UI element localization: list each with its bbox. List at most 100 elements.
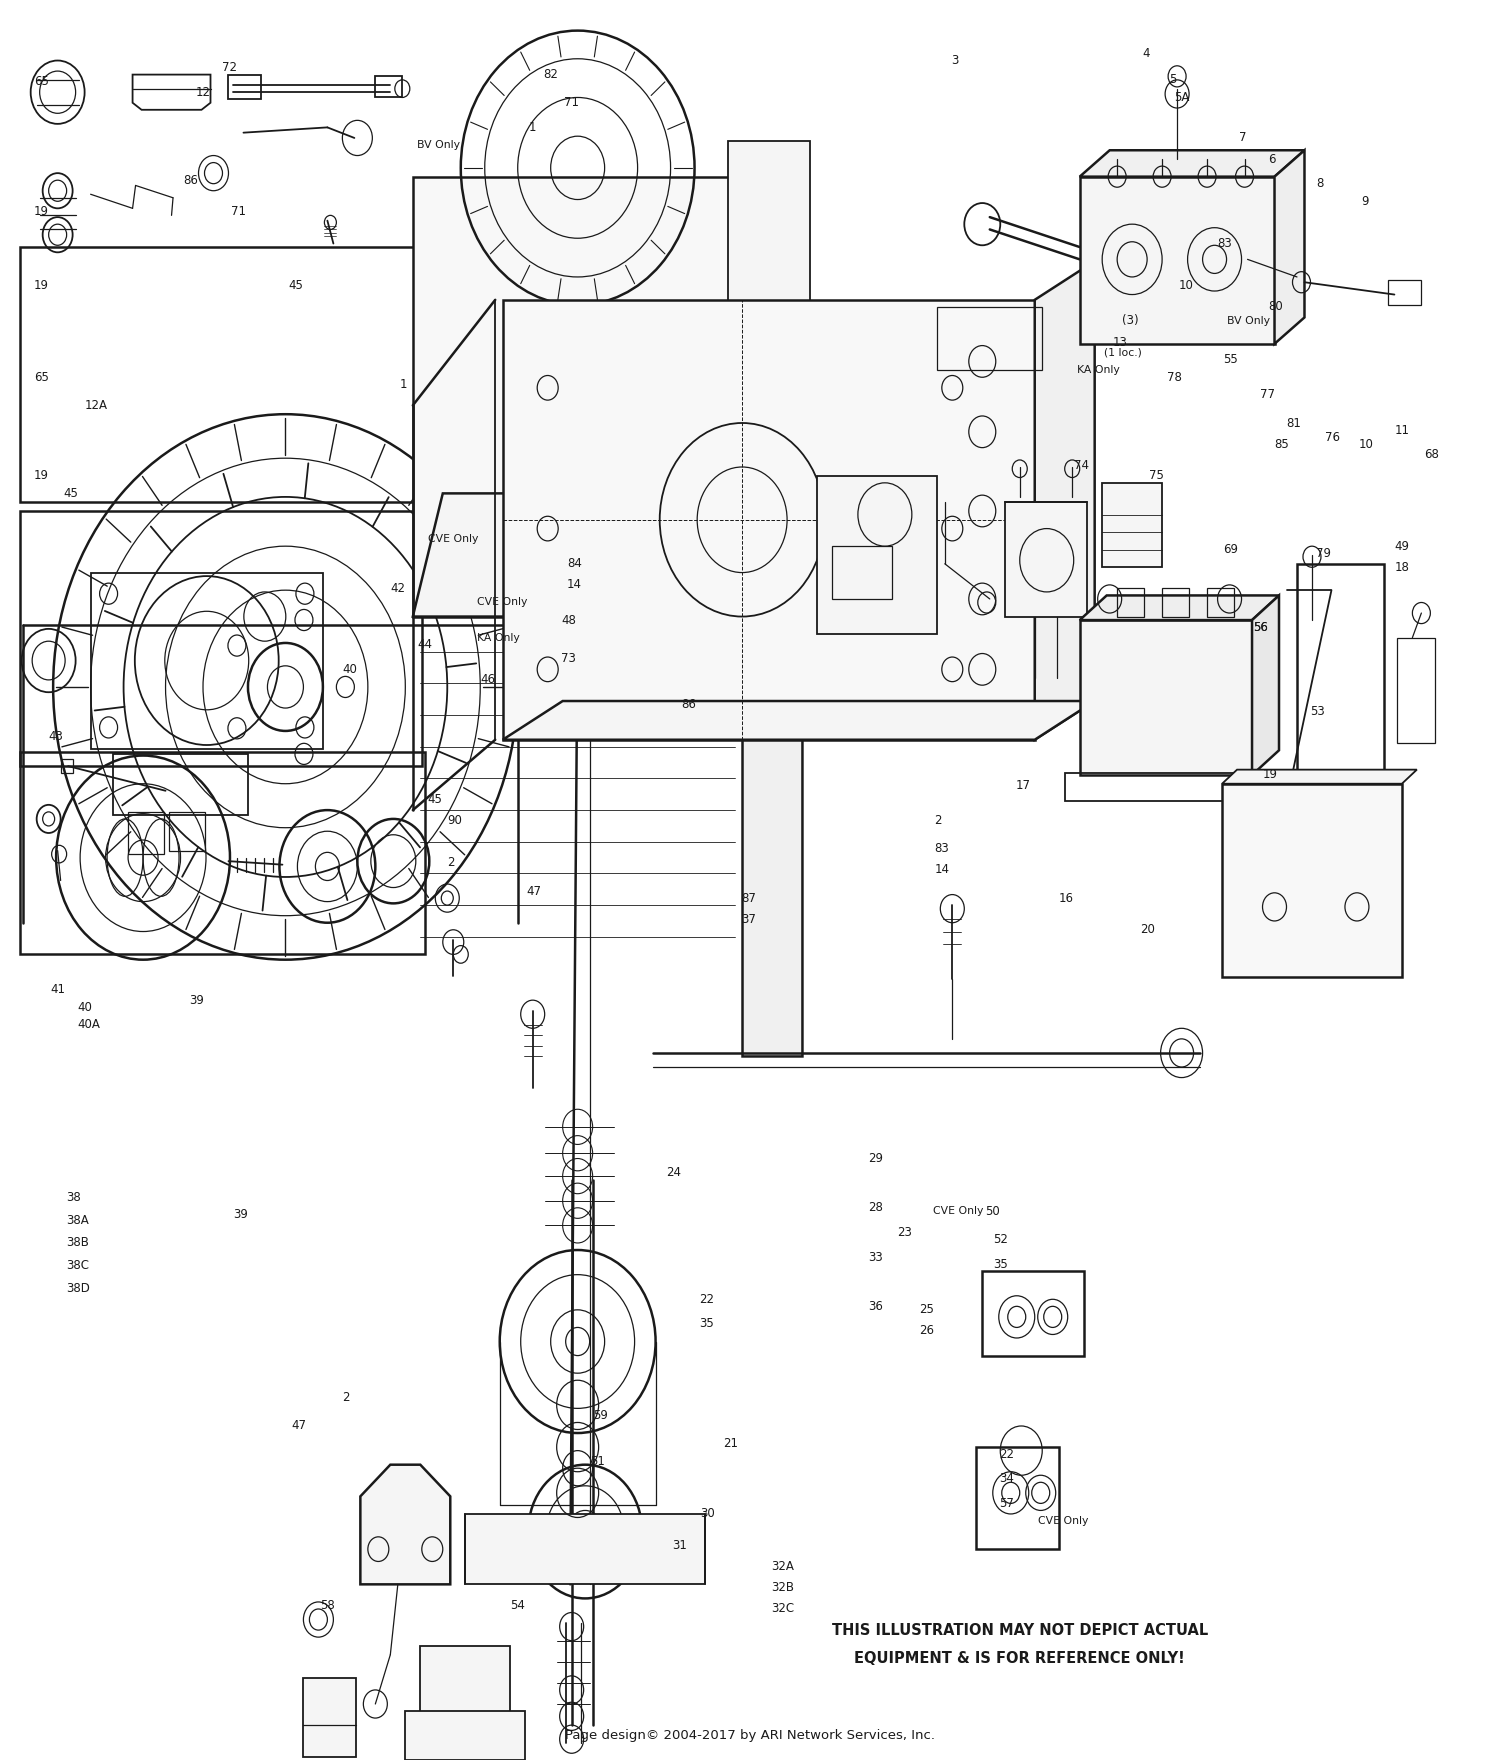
Bar bbox=[1162, 588, 1190, 616]
Text: 13: 13 bbox=[1113, 336, 1128, 349]
Bar bbox=[938, 306, 1042, 370]
Bar bbox=[375, 76, 402, 97]
Text: 38A: 38A bbox=[66, 1213, 90, 1227]
Text: 71: 71 bbox=[231, 206, 246, 218]
Text: 52: 52 bbox=[993, 1233, 1008, 1247]
Text: 45: 45 bbox=[63, 486, 78, 500]
Text: 19: 19 bbox=[33, 280, 48, 292]
Text: 79: 79 bbox=[1317, 546, 1332, 560]
Text: 55: 55 bbox=[1224, 354, 1239, 366]
Bar bbox=[976, 1448, 1059, 1550]
Text: 30: 30 bbox=[700, 1507, 715, 1520]
Text: 39: 39 bbox=[232, 1208, 248, 1222]
Text: 2: 2 bbox=[342, 1391, 350, 1404]
Bar bbox=[833, 546, 892, 599]
Bar bbox=[1298, 564, 1384, 810]
Polygon shape bbox=[360, 1465, 450, 1585]
Text: (3): (3) bbox=[1122, 315, 1138, 328]
Text: BV Only: BV Only bbox=[1227, 315, 1269, 326]
Text: 25: 25 bbox=[920, 1303, 934, 1315]
Text: CVE Only: CVE Only bbox=[477, 597, 528, 608]
Text: 49: 49 bbox=[1395, 539, 1410, 553]
Polygon shape bbox=[503, 701, 1095, 740]
Bar bbox=[1005, 502, 1088, 616]
Text: 19: 19 bbox=[1263, 768, 1278, 782]
Text: 24: 24 bbox=[666, 1166, 681, 1180]
Text: 12A: 12A bbox=[84, 400, 108, 412]
Text: 38C: 38C bbox=[66, 1259, 90, 1273]
Text: 40: 40 bbox=[342, 662, 357, 676]
Text: 14: 14 bbox=[567, 578, 582, 592]
Text: 83: 83 bbox=[934, 842, 950, 856]
Text: 16: 16 bbox=[1059, 891, 1074, 905]
Bar bbox=[465, 1514, 705, 1585]
Text: 4: 4 bbox=[1143, 48, 1150, 60]
Text: 22: 22 bbox=[699, 1293, 714, 1307]
Text: 19: 19 bbox=[33, 206, 48, 218]
Text: 56: 56 bbox=[1254, 620, 1269, 634]
Text: 1: 1 bbox=[528, 122, 536, 134]
Text: CVE Only: CVE Only bbox=[933, 1206, 982, 1217]
Text: 50: 50 bbox=[986, 1205, 1000, 1219]
Text: 65: 65 bbox=[33, 372, 48, 384]
Bar bbox=[168, 812, 204, 851]
Polygon shape bbox=[413, 493, 742, 616]
Text: 85: 85 bbox=[1275, 438, 1290, 451]
Text: THIS ILLUSTRATION MAY NOT DEPICT ACTUAL: THIS ILLUSTRATION MAY NOT DEPICT ACTUAL bbox=[831, 1622, 1208, 1638]
Text: 34: 34 bbox=[999, 1472, 1014, 1485]
Text: 32C: 32C bbox=[771, 1603, 794, 1615]
Text: 38: 38 bbox=[66, 1190, 81, 1205]
Text: 18: 18 bbox=[1395, 560, 1410, 574]
Text: CVE Only: CVE Only bbox=[1038, 1516, 1088, 1527]
Bar bbox=[1222, 784, 1403, 977]
Text: 65: 65 bbox=[33, 76, 48, 88]
Text: 47: 47 bbox=[291, 1419, 306, 1432]
Bar bbox=[728, 141, 810, 423]
Text: 57: 57 bbox=[999, 1497, 1014, 1509]
Text: 68: 68 bbox=[1425, 447, 1438, 461]
Bar bbox=[1118, 588, 1144, 616]
Bar bbox=[228, 74, 261, 99]
Text: 45: 45 bbox=[427, 792, 442, 807]
Text: 32B: 32B bbox=[771, 1581, 794, 1594]
Text: 69: 69 bbox=[1224, 542, 1239, 556]
Text: 20: 20 bbox=[1140, 923, 1155, 937]
Text: 6: 6 bbox=[1269, 153, 1276, 166]
Text: BV Only: BV Only bbox=[417, 139, 460, 150]
Polygon shape bbox=[1252, 595, 1280, 775]
Text: 80: 80 bbox=[1269, 301, 1284, 313]
Text: 22: 22 bbox=[999, 1448, 1014, 1460]
Bar bbox=[1389, 280, 1422, 305]
Bar bbox=[982, 1271, 1084, 1356]
Text: 2: 2 bbox=[447, 856, 454, 870]
Text: 9: 9 bbox=[1362, 195, 1370, 208]
Text: 81: 81 bbox=[1287, 417, 1302, 430]
Text: 42: 42 bbox=[390, 581, 405, 595]
Polygon shape bbox=[1080, 595, 1280, 620]
Bar bbox=[60, 759, 72, 773]
Polygon shape bbox=[1035, 261, 1095, 740]
Polygon shape bbox=[742, 616, 802, 1057]
Text: CVE Only: CVE Only bbox=[427, 534, 478, 544]
Text: 72: 72 bbox=[222, 62, 237, 74]
Polygon shape bbox=[1222, 770, 1418, 784]
Text: 45: 45 bbox=[288, 280, 303, 292]
Text: 10: 10 bbox=[1359, 438, 1374, 451]
Text: 21: 21 bbox=[723, 1437, 738, 1449]
Text: 26: 26 bbox=[920, 1324, 934, 1337]
Polygon shape bbox=[1080, 150, 1305, 176]
Text: 32A: 32A bbox=[771, 1560, 794, 1573]
Text: 75: 75 bbox=[1149, 468, 1164, 483]
Text: 7: 7 bbox=[1239, 132, 1246, 144]
Bar bbox=[503, 299, 1035, 740]
Text: 39: 39 bbox=[189, 993, 204, 1007]
Bar bbox=[1102, 483, 1162, 567]
Text: 78: 78 bbox=[1167, 372, 1182, 384]
Text: EQUIPMENT & IS FOR REFERENCE ONLY!: EQUIPMENT & IS FOR REFERENCE ONLY! bbox=[855, 1650, 1185, 1666]
Text: 43: 43 bbox=[48, 729, 63, 743]
Text: 11: 11 bbox=[1395, 424, 1410, 437]
Bar bbox=[112, 754, 248, 815]
Text: 36: 36 bbox=[868, 1300, 883, 1314]
Text: 28: 28 bbox=[868, 1201, 883, 1215]
Bar bbox=[1398, 637, 1435, 743]
